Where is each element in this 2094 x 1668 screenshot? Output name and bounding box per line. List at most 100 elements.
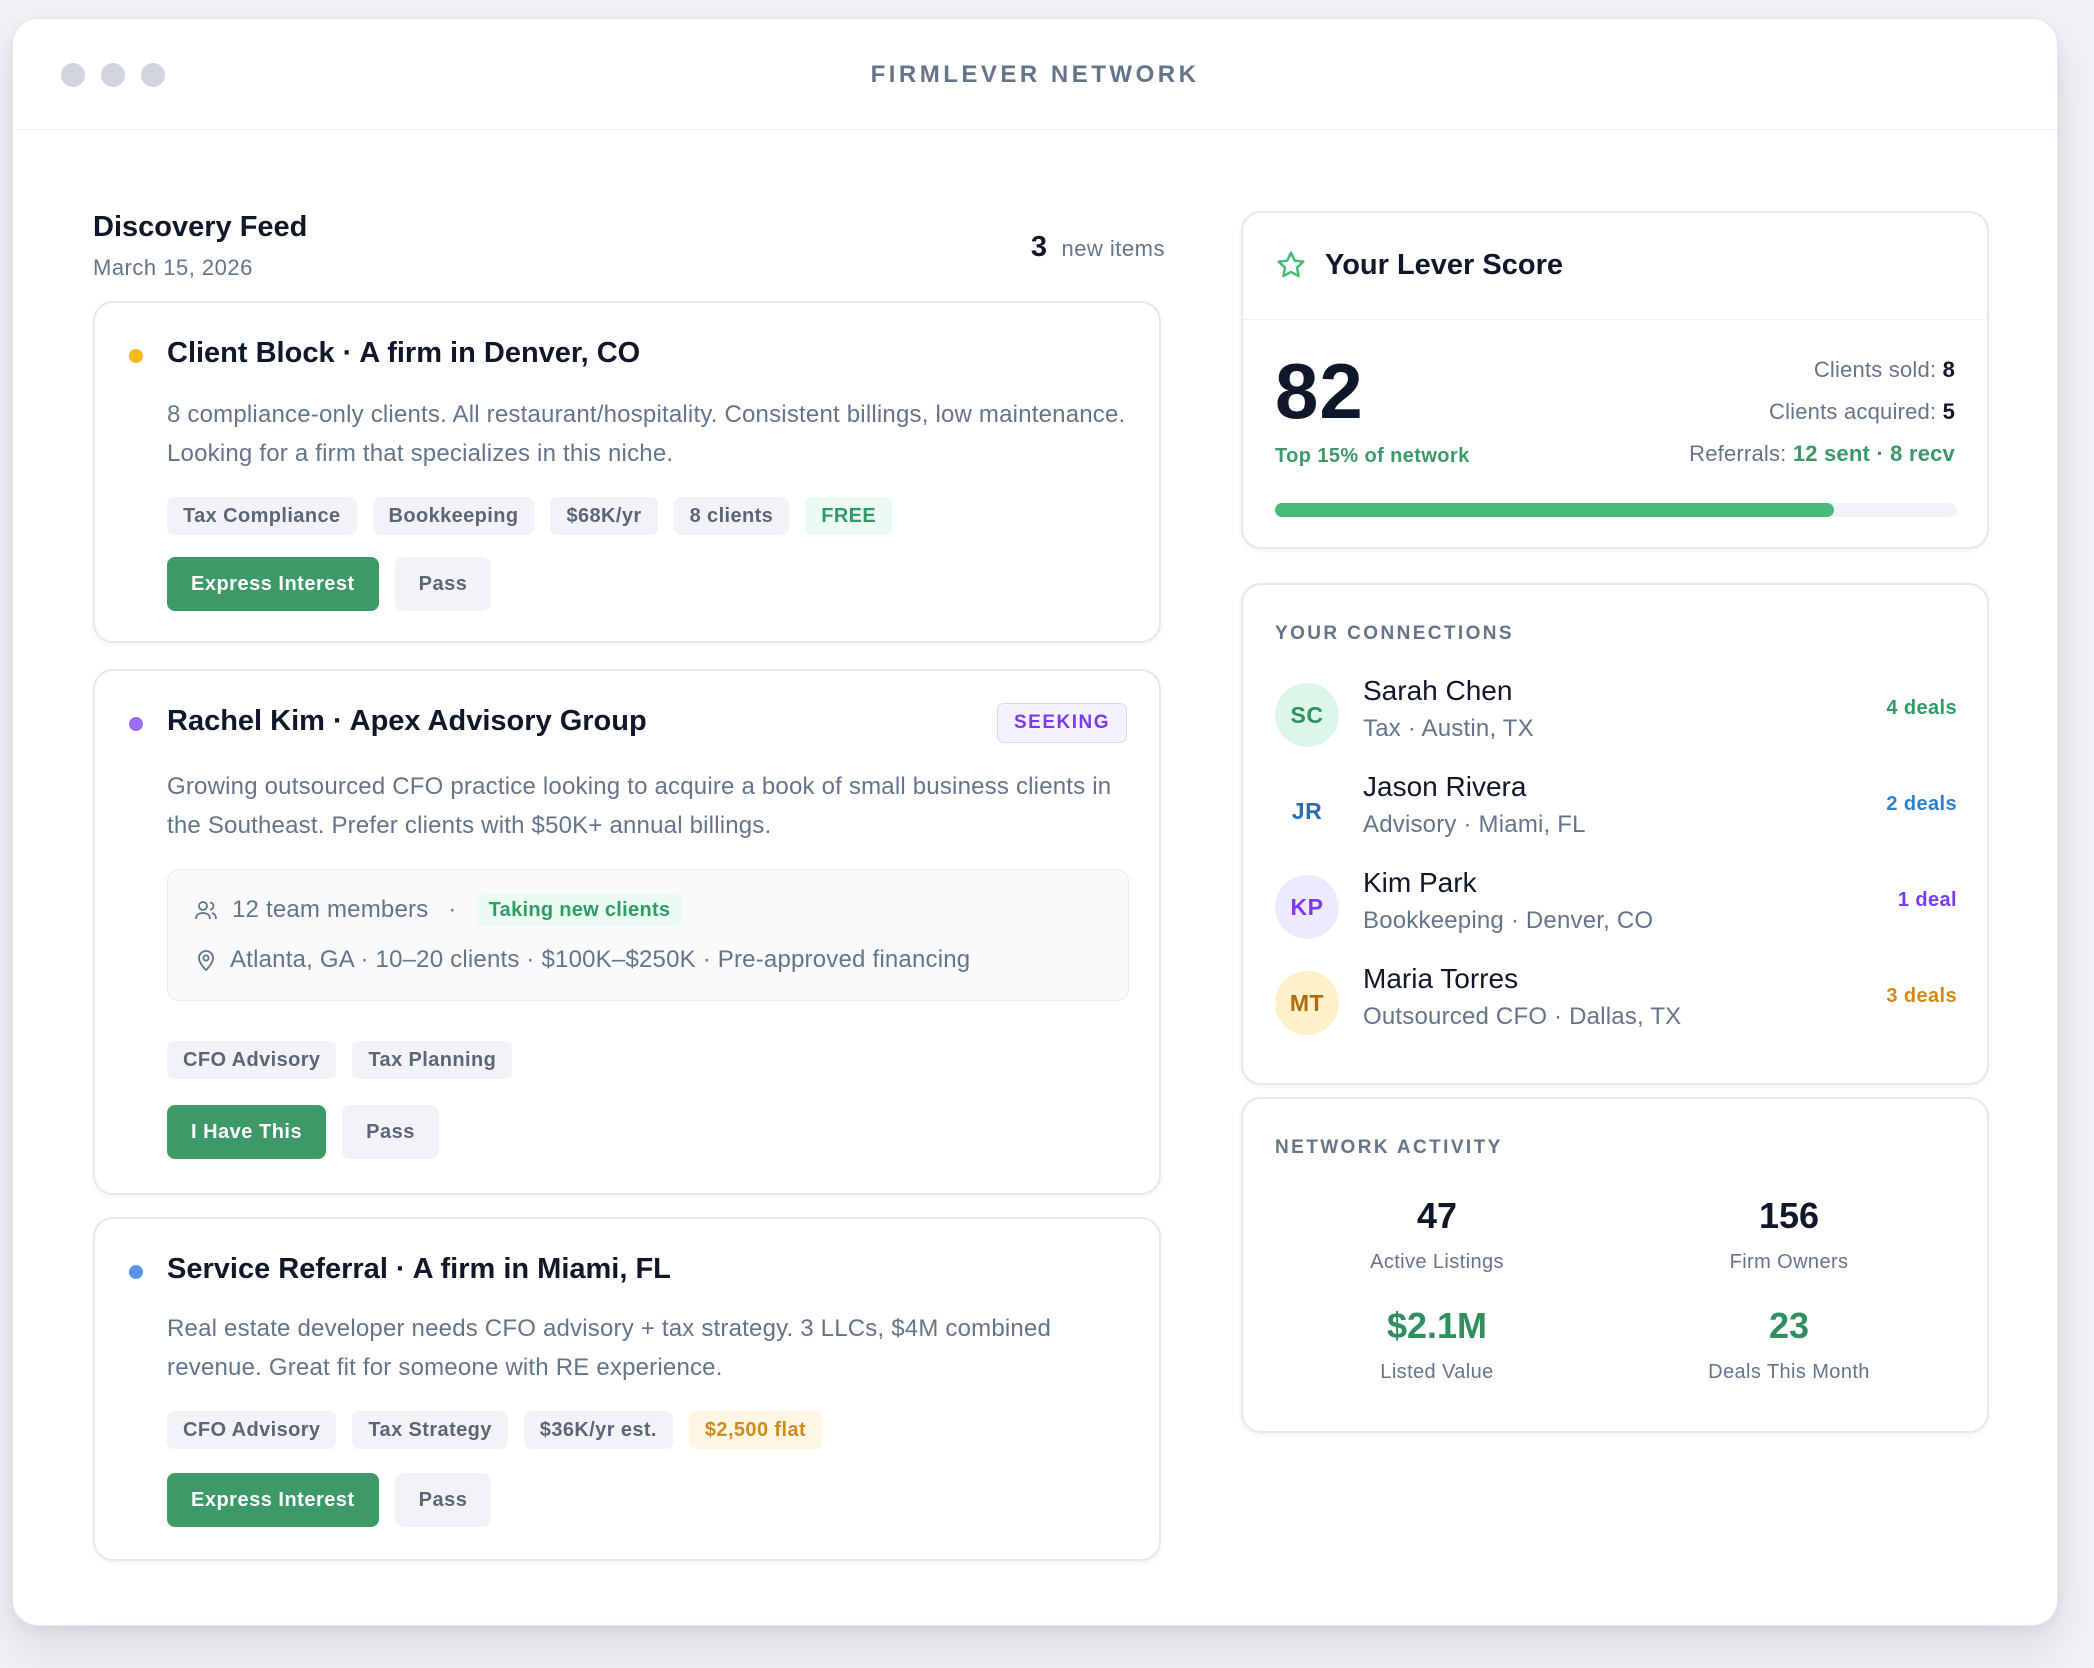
new-items-count: 3 bbox=[1030, 231, 1048, 263]
window-close-control[interactable] bbox=[61, 63, 85, 87]
free-tag: FREE bbox=[805, 497, 893, 535]
team-icon bbox=[195, 901, 217, 920]
tag: Tax Strategy bbox=[352, 1411, 508, 1449]
connection-meta: Tax · Austin, TX bbox=[1363, 715, 1534, 742]
stat-listed-value: $2.1M Listed Value bbox=[1267, 1305, 1607, 1384]
network-activity-panel: NETWORK ACTIVITY 47 Active Listings 156 … bbox=[1241, 1097, 1989, 1433]
lever-score-panel: Your Lever Score 82 Top 15% of network C… bbox=[1241, 211, 1989, 549]
stat-active-listings: 47 Active Listings bbox=[1267, 1195, 1607, 1274]
express-interest-button[interactable]: Express Interest bbox=[167, 557, 379, 611]
feed-card-client-block: Client Block · A firm in Denver, CO 8 co… bbox=[93, 301, 1161, 643]
card-tags: CFO Advisory Tax Planning bbox=[167, 1041, 513, 1079]
feed-card-rachel-kim: Rachel Kim · Apex Advisory Group SEEKING… bbox=[93, 669, 1161, 1195]
clients-sold-value: 8 bbox=[1942, 357, 1955, 382]
clients-acquired-label: Clients acquired: bbox=[1768, 399, 1937, 424]
connection-meta: Outsourced CFO · Dallas, TX bbox=[1363, 1003, 1682, 1030]
avatar: SC bbox=[1275, 683, 1339, 747]
clients-acquired-value: 5 bbox=[1942, 399, 1955, 424]
card-title: Service Referral · A firm in Miami, FL bbox=[167, 1253, 671, 1285]
connection-row[interactable]: MT Maria Torres Outsourced CFO · Dallas, T… bbox=[1275, 963, 1957, 1043]
referrals-value: 12 sent · 8 recv bbox=[1792, 441, 1955, 466]
star-icon bbox=[1277, 251, 1305, 278]
clients-acquired-stat: Clients acquired: 5 bbox=[1769, 399, 1955, 425]
connection-deals[interactable]: 2 deals bbox=[1886, 793, 1957, 815]
stat-label: Firm Owners bbox=[1729, 1251, 1849, 1273]
stat-deals-this-month: 23 Deals This Month bbox=[1619, 1305, 1959, 1384]
pass-button[interactable]: Pass bbox=[394, 557, 492, 611]
connection-row[interactable]: KP Kim Park Bookkeeping · Denver, CO 1 deal bbox=[1275, 867, 1957, 947]
window-maximize-control[interactable] bbox=[141, 63, 165, 87]
connection-deals[interactable]: 1 deal bbox=[1897, 889, 1957, 911]
card-actions: Express Interest Pass bbox=[167, 557, 492, 611]
tag: CFO Advisory bbox=[167, 1411, 337, 1449]
lever-score-value: 82 bbox=[1275, 347, 1364, 435]
tag: 8 clients bbox=[673, 497, 790, 535]
referrals-stat: Referrals: 12 sent · 8 recv bbox=[1689, 441, 1955, 467]
pass-button[interactable]: Pass bbox=[342, 1105, 439, 1159]
firm-info-box: 12 team members · Taking new clients Atl… bbox=[167, 869, 1129, 1001]
card-title: Rachel Kim · Apex Advisory Group bbox=[167, 705, 647, 737]
i-have-this-button[interactable]: I Have This bbox=[167, 1105, 327, 1159]
location-row: Atlanta, GA · 10–20 clients · $100K–$250… bbox=[194, 946, 970, 974]
connection-name: Kim Park bbox=[1363, 867, 1477, 898]
connection-name: Jason Rivera bbox=[1363, 771, 1527, 802]
feed-date: March 15, 2026 bbox=[93, 255, 253, 280]
stat-value: 47 bbox=[1416, 1195, 1458, 1236]
card-status-dot bbox=[129, 1265, 143, 1279]
location-details: Atlanta, GA · 10–20 clients · $100K–$250… bbox=[230, 946, 971, 973]
connection-row[interactable]: SC Sarah Chen Tax · Austin, TX 4 deals bbox=[1275, 675, 1957, 755]
pass-button[interactable]: Pass bbox=[394, 1473, 492, 1527]
lever-score-title: Your Lever Score bbox=[1325, 249, 1564, 281]
card-description: Real estate developer needs CFO advisory… bbox=[167, 1315, 1052, 1381]
price-tag: $2,500 flat bbox=[688, 1411, 823, 1449]
tag: Bookkeeping bbox=[372, 497, 535, 535]
taking-clients-chip: Taking new clients bbox=[476, 894, 683, 926]
stat-value: 23 bbox=[1768, 1305, 1810, 1346]
new-items-counter: 3 new items bbox=[1031, 231, 1165, 264]
tag: $68K/yr bbox=[550, 497, 658, 535]
card-title: Client Block · A firm in Denver, CO bbox=[167, 337, 641, 369]
referrals-label: Referrals: bbox=[1689, 441, 1787, 466]
card-tags: CFO Advisory Tax Strategy $36K/yr est. $… bbox=[167, 1411, 823, 1449]
connections-panel: YOUR CONNECTIONS SC Sarah Chen Tax · Austi… bbox=[1241, 583, 1989, 1085]
stat-firm-owners: 156 Firm Owners bbox=[1619, 1195, 1959, 1274]
stat-label: Listed Value bbox=[1380, 1361, 1494, 1383]
window-minimize-control[interactable] bbox=[101, 63, 125, 87]
tag: CFO Advisory bbox=[167, 1041, 337, 1079]
clients-sold-label: Clients sold: bbox=[1813, 357, 1937, 382]
express-interest-button[interactable]: Express Interest bbox=[167, 1473, 379, 1527]
score-progress-track bbox=[1275, 503, 1957, 517]
new-items-label: new items bbox=[1061, 236, 1165, 261]
card-description: 8 compliance-only clients. All restauran… bbox=[167, 401, 1126, 467]
connection-deals[interactable]: 3 deals bbox=[1886, 985, 1957, 1007]
avatar: JR bbox=[1275, 779, 1339, 843]
connection-name: Maria Torres bbox=[1363, 963, 1519, 994]
seeking-badge: SEEKING bbox=[996, 703, 1127, 743]
card-actions: I Have This Pass bbox=[167, 1105, 439, 1159]
feed-card-service-referral: Service Referral · A firm in Miami, FL R… bbox=[93, 1217, 1161, 1561]
app-window: FIRMLEVER NETWORK Discovery Feed March 1… bbox=[12, 18, 2058, 1626]
tag: $36K/yr est. bbox=[523, 1411, 673, 1449]
network-rank: Top 15% of network bbox=[1275, 445, 1470, 467]
connection-row[interactable]: JR Jason Rivera Advisory · Miami, FL 2 deal… bbox=[1275, 771, 1957, 851]
location-pin-icon bbox=[198, 950, 214, 972]
tag: Tax Compliance bbox=[167, 497, 357, 535]
connections-label: YOUR CONNECTIONS bbox=[1275, 623, 1514, 644]
avatar: MT bbox=[1275, 971, 1339, 1035]
connection-meta: Bookkeeping · Denver, CO bbox=[1363, 907, 1654, 934]
lever-score-header: Your Lever Score bbox=[1243, 213, 1987, 320]
stat-value: $2.1M bbox=[1386, 1305, 1488, 1346]
connection-name: Sarah Chen bbox=[1363, 675, 1513, 706]
card-description: Growing outsourced CFO practice looking … bbox=[167, 773, 1112, 839]
network-activity-label: NETWORK ACTIVITY bbox=[1275, 1137, 1503, 1158]
card-status-dot bbox=[129, 349, 143, 363]
card-status-dot bbox=[129, 717, 143, 731]
score-progress-fill bbox=[1275, 503, 1835, 517]
connection-deals[interactable]: 4 deals bbox=[1886, 697, 1957, 719]
feed-title: Discovery Feed bbox=[93, 211, 308, 243]
tag: Tax Planning bbox=[352, 1041, 513, 1079]
avatar: KP bbox=[1275, 875, 1339, 939]
clients-sold-stat: Clients sold: 8 bbox=[1814, 357, 1955, 383]
stat-value: 156 bbox=[1758, 1195, 1820, 1236]
card-tags: Tax Compliance Bookkeeping $68K/yr 8 cli… bbox=[167, 497, 893, 535]
